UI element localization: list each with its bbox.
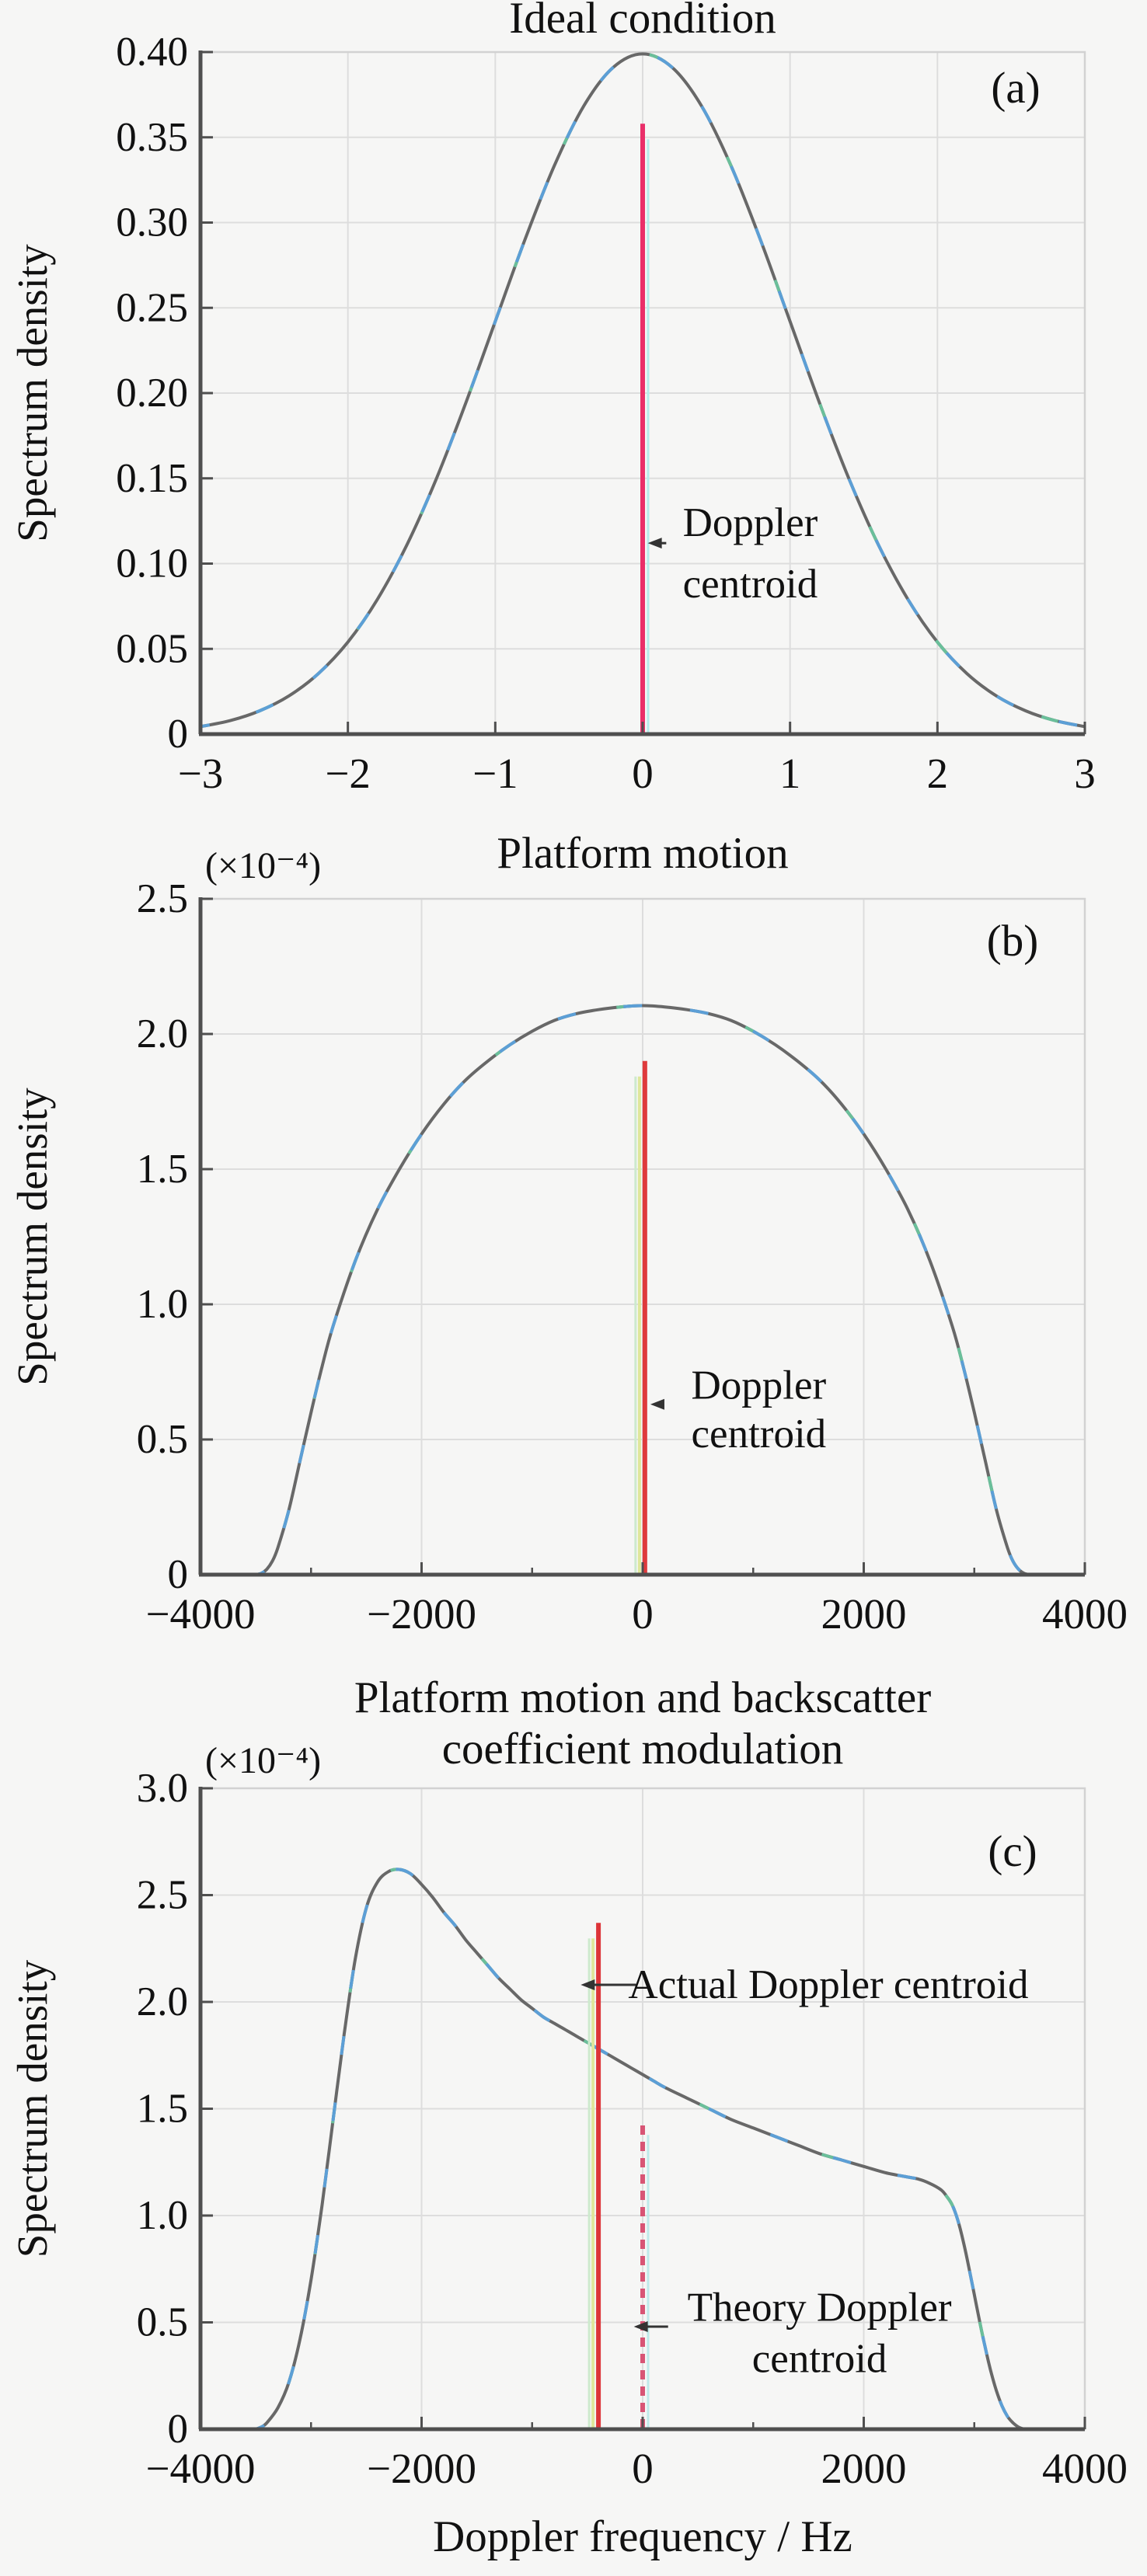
y-axis-unit-label: (×10⁻⁴) xyxy=(205,1740,321,1781)
y-tick-label: 2.5 xyxy=(137,1873,188,1918)
y-tick-label: 1.5 xyxy=(137,2087,188,2132)
actual-doppler-centroid-label: Actual Doppler centroid xyxy=(580,1962,1029,2007)
x-tick-label: −1 xyxy=(472,750,518,797)
y-tick-label: 0.25 xyxy=(116,285,188,330)
x-tick-label: 4000 xyxy=(1042,1590,1128,1638)
spectrum-density-curve xyxy=(255,1004,1030,1576)
axes xyxy=(198,50,1086,736)
y-tick-label: 0.30 xyxy=(116,200,188,245)
x-tick-label: −2000 xyxy=(367,1590,476,1638)
y-axis-label: Spectrum density xyxy=(9,1959,56,2257)
y-axis-unit-label: (×10⁻⁴) xyxy=(205,845,321,886)
x-tick-label: 0 xyxy=(632,1590,654,1638)
panel-label: (b) xyxy=(987,917,1038,966)
panel-label: (c) xyxy=(988,1827,1037,1876)
x-tick-label: 2 xyxy=(927,750,949,797)
left-arrow-icon xyxy=(647,538,662,549)
tick-labels: 0 0.05 0.10 0.15 0.20 0.25 0.30 0.35 0.40 −3 −2 −1 0… xyxy=(116,30,1096,797)
spectrum-density-curve xyxy=(200,52,1086,729)
y-axis-label: Spectrum density xyxy=(9,1088,56,1386)
y-tick-label: 0.15 xyxy=(116,456,188,501)
chart-c-platform-motion-backscatter: 0 0.5 1.0 1.5 2.0 2.5 3.0 −4000 −2000 0 2000 4000 Pl… xyxy=(0,1672,1147,2576)
y-axis-label: Spectrum density xyxy=(9,244,56,542)
x-tick-label: 2000 xyxy=(821,1590,907,1638)
chart-title: Platform motion and backscatter xyxy=(354,1673,931,1722)
y-tick-label: 0 xyxy=(168,1552,189,1597)
x-tick-label: 2000 xyxy=(821,2445,907,2492)
chart-a-ideal-condition: 0 0.05 0.10 0.15 0.20 0.25 0.30 0.35 0.40 −3 −2 −1 0… xyxy=(0,0,1147,825)
x-tick-label: 3 xyxy=(1074,750,1096,797)
y-tick-label: 0.5 xyxy=(137,1417,188,1462)
axes xyxy=(198,1787,1086,2432)
y-tick-label: 0.10 xyxy=(116,541,188,587)
left-arrow-icon xyxy=(633,2321,648,2332)
x-tick-label: 0 xyxy=(632,750,654,797)
y-tick-label: 0.40 xyxy=(116,30,188,75)
y-tick-label: 2.5 xyxy=(137,876,188,921)
annotation-text: Actual Doppler centroid xyxy=(628,1962,1028,2007)
y-tick-label: 2.0 xyxy=(137,1011,188,1057)
y-tick-label: 1.0 xyxy=(137,2193,188,2238)
x-tick-label: −4000 xyxy=(145,2445,255,2492)
y-tick-label: 0 xyxy=(168,712,189,757)
y-tick-label: 0.05 xyxy=(116,626,188,671)
y-tick-label: 1.0 xyxy=(137,1282,188,1327)
annotation-text: centroid xyxy=(683,562,818,607)
spectrum-density-curve xyxy=(255,1868,1025,2431)
left-arrow-icon xyxy=(650,1398,664,1410)
chart-title-line2: coefficient modulation xyxy=(442,1725,844,1774)
doppler-centroid-line xyxy=(640,124,650,733)
x-tick-label: −4000 xyxy=(145,1590,255,1638)
doppler-centroid-label: Doppler centroid xyxy=(647,500,818,607)
y-tick-label: 1.5 xyxy=(137,1147,188,1192)
theory-doppler-centroid-label: Theory Doppler centroid xyxy=(633,2285,952,2381)
doppler-centroid-line xyxy=(634,1060,647,1574)
axes xyxy=(198,897,1086,1577)
chart-title: Ideal condition xyxy=(509,0,776,43)
chart-title: Platform motion xyxy=(497,829,788,878)
left-arrow-icon xyxy=(580,1979,595,1990)
annotation-text: Doppler xyxy=(683,500,818,545)
tick-labels: 0 0.5 1.0 1.5 2.0 2.5 3.0 −4000 −2000 0 2000 4000 xyxy=(137,1766,1128,2492)
chart-c-svg: 0 0.5 1.0 1.5 2.0 2.5 3.0 −4000 −2000 0 2000 4000 Pl… xyxy=(9,1673,1128,2561)
x-tick-label: −2000 xyxy=(367,2445,476,2492)
theory-doppler-centroid-line xyxy=(640,2119,650,2428)
y-tick-label: 2.0 xyxy=(137,1979,188,2024)
x-tick-label: −2 xyxy=(325,750,371,797)
annotation-text: centroid xyxy=(752,2336,887,2381)
panel-label: (a) xyxy=(991,64,1040,113)
x-tick-label: −3 xyxy=(178,750,224,797)
chart-b-platform-motion: 0 0.5 1.0 1.5 2.0 2.5 −4000 −2000 0 2000 4000 Platf… xyxy=(0,825,1147,1672)
chart-b-svg: 0 0.5 1.0 1.5 2.0 2.5 −4000 −2000 0 2000 4000 Platf… xyxy=(9,829,1128,1638)
x-tick-label: 0 xyxy=(632,2445,654,2492)
y-tick-label: 3.0 xyxy=(137,1766,188,1811)
y-tick-label: 0 xyxy=(168,2407,189,2452)
y-tick-label: 0.35 xyxy=(116,115,188,160)
annotation-text: centroid xyxy=(692,1412,827,1457)
annotation-text: Theory Doppler xyxy=(688,2285,952,2330)
y-tick-label: 0.5 xyxy=(137,2300,188,2345)
y-tick-label: 0.20 xyxy=(116,371,188,416)
x-axis-label: Doppler frequency / Hz xyxy=(433,2512,852,2561)
tick-labels: 0 0.5 1.0 1.5 2.0 2.5 −4000 −2000 0 2000 4000 xyxy=(137,876,1128,1638)
annotation-text: Doppler xyxy=(692,1363,827,1408)
actual-doppler-centroid-line xyxy=(587,1923,601,2428)
x-tick-label: 1 xyxy=(779,750,801,797)
x-tick-label: 4000 xyxy=(1042,2445,1128,2492)
chart-a-svg: 0 0.05 0.10 0.15 0.20 0.25 0.30 0.35 0.40 −3 −2 −1 0… xyxy=(9,0,1096,797)
